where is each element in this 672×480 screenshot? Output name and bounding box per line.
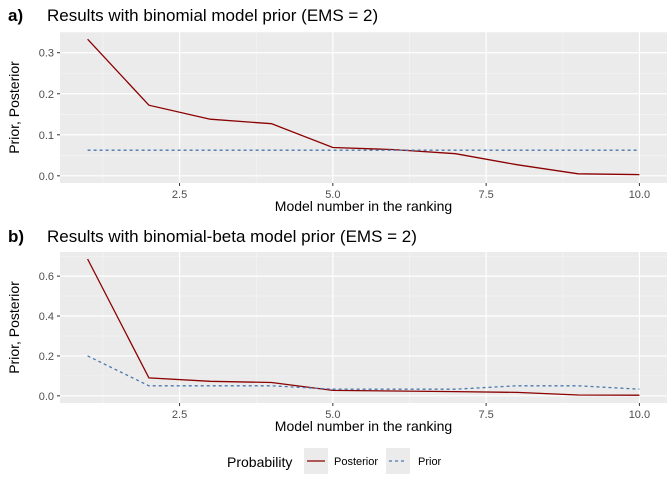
legend-title: Probability <box>227 454 292 470</box>
x-tick-label: 2.5 <box>172 409 187 421</box>
x-axis-label: Model number in the ranking <box>275 198 452 214</box>
series-line-prior <box>87 355 640 390</box>
y-axis-label: Prior, Posterior <box>6 61 22 154</box>
x-tick-label: 5.0 <box>325 189 340 201</box>
series-line-posterior <box>87 258 640 396</box>
panel-tag: b) <box>8 227 24 246</box>
x-tick-label: 7.5 <box>478 409 493 421</box>
y-tick-label: 0.3 <box>39 48 54 60</box>
y-tick-label: 0.0 <box>39 391 54 403</box>
y-tick-label: 0.2 <box>39 89 54 101</box>
x-tick-label: 10.0 <box>629 409 650 421</box>
series-line-posterior <box>87 38 640 176</box>
y-tick-label: 0.1 <box>39 130 54 142</box>
y-tick-label: 0.6 <box>39 271 54 283</box>
y-tick-label: 0.4 <box>39 311 54 323</box>
panel-tag: a) <box>8 6 23 25</box>
plot-background <box>60 252 667 403</box>
x-axis-label: Model number in the ranking <box>275 418 452 434</box>
chart-title: Results with binomial-beta model prior (… <box>47 227 417 246</box>
legend: Probability Posterior Prior <box>227 448 442 474</box>
legend-label-prior: Prior <box>418 456 442 468</box>
plot-background <box>60 32 667 183</box>
y-tick-label: 0.0 <box>39 171 54 183</box>
x-tick-label: 5.0 <box>325 409 340 421</box>
chart-panel-a: a) Results with binomial model prior (EMS… <box>6 6 667 214</box>
y-axis-label: Prior, Posterior <box>6 281 22 374</box>
x-tick-label: 2.5 <box>172 189 187 201</box>
x-tick-label: 7.5 <box>478 189 493 201</box>
chart-panel-b: b) Results with binomial-beta model prior… <box>6 227 667 434</box>
x-tick-label: 10.0 <box>629 189 650 201</box>
y-tick-label: 0.2 <box>39 351 54 363</box>
chart-title: Results with binomial model prior (EMS =… <box>47 6 378 25</box>
legend-label-posterior: Posterior <box>334 456 378 468</box>
